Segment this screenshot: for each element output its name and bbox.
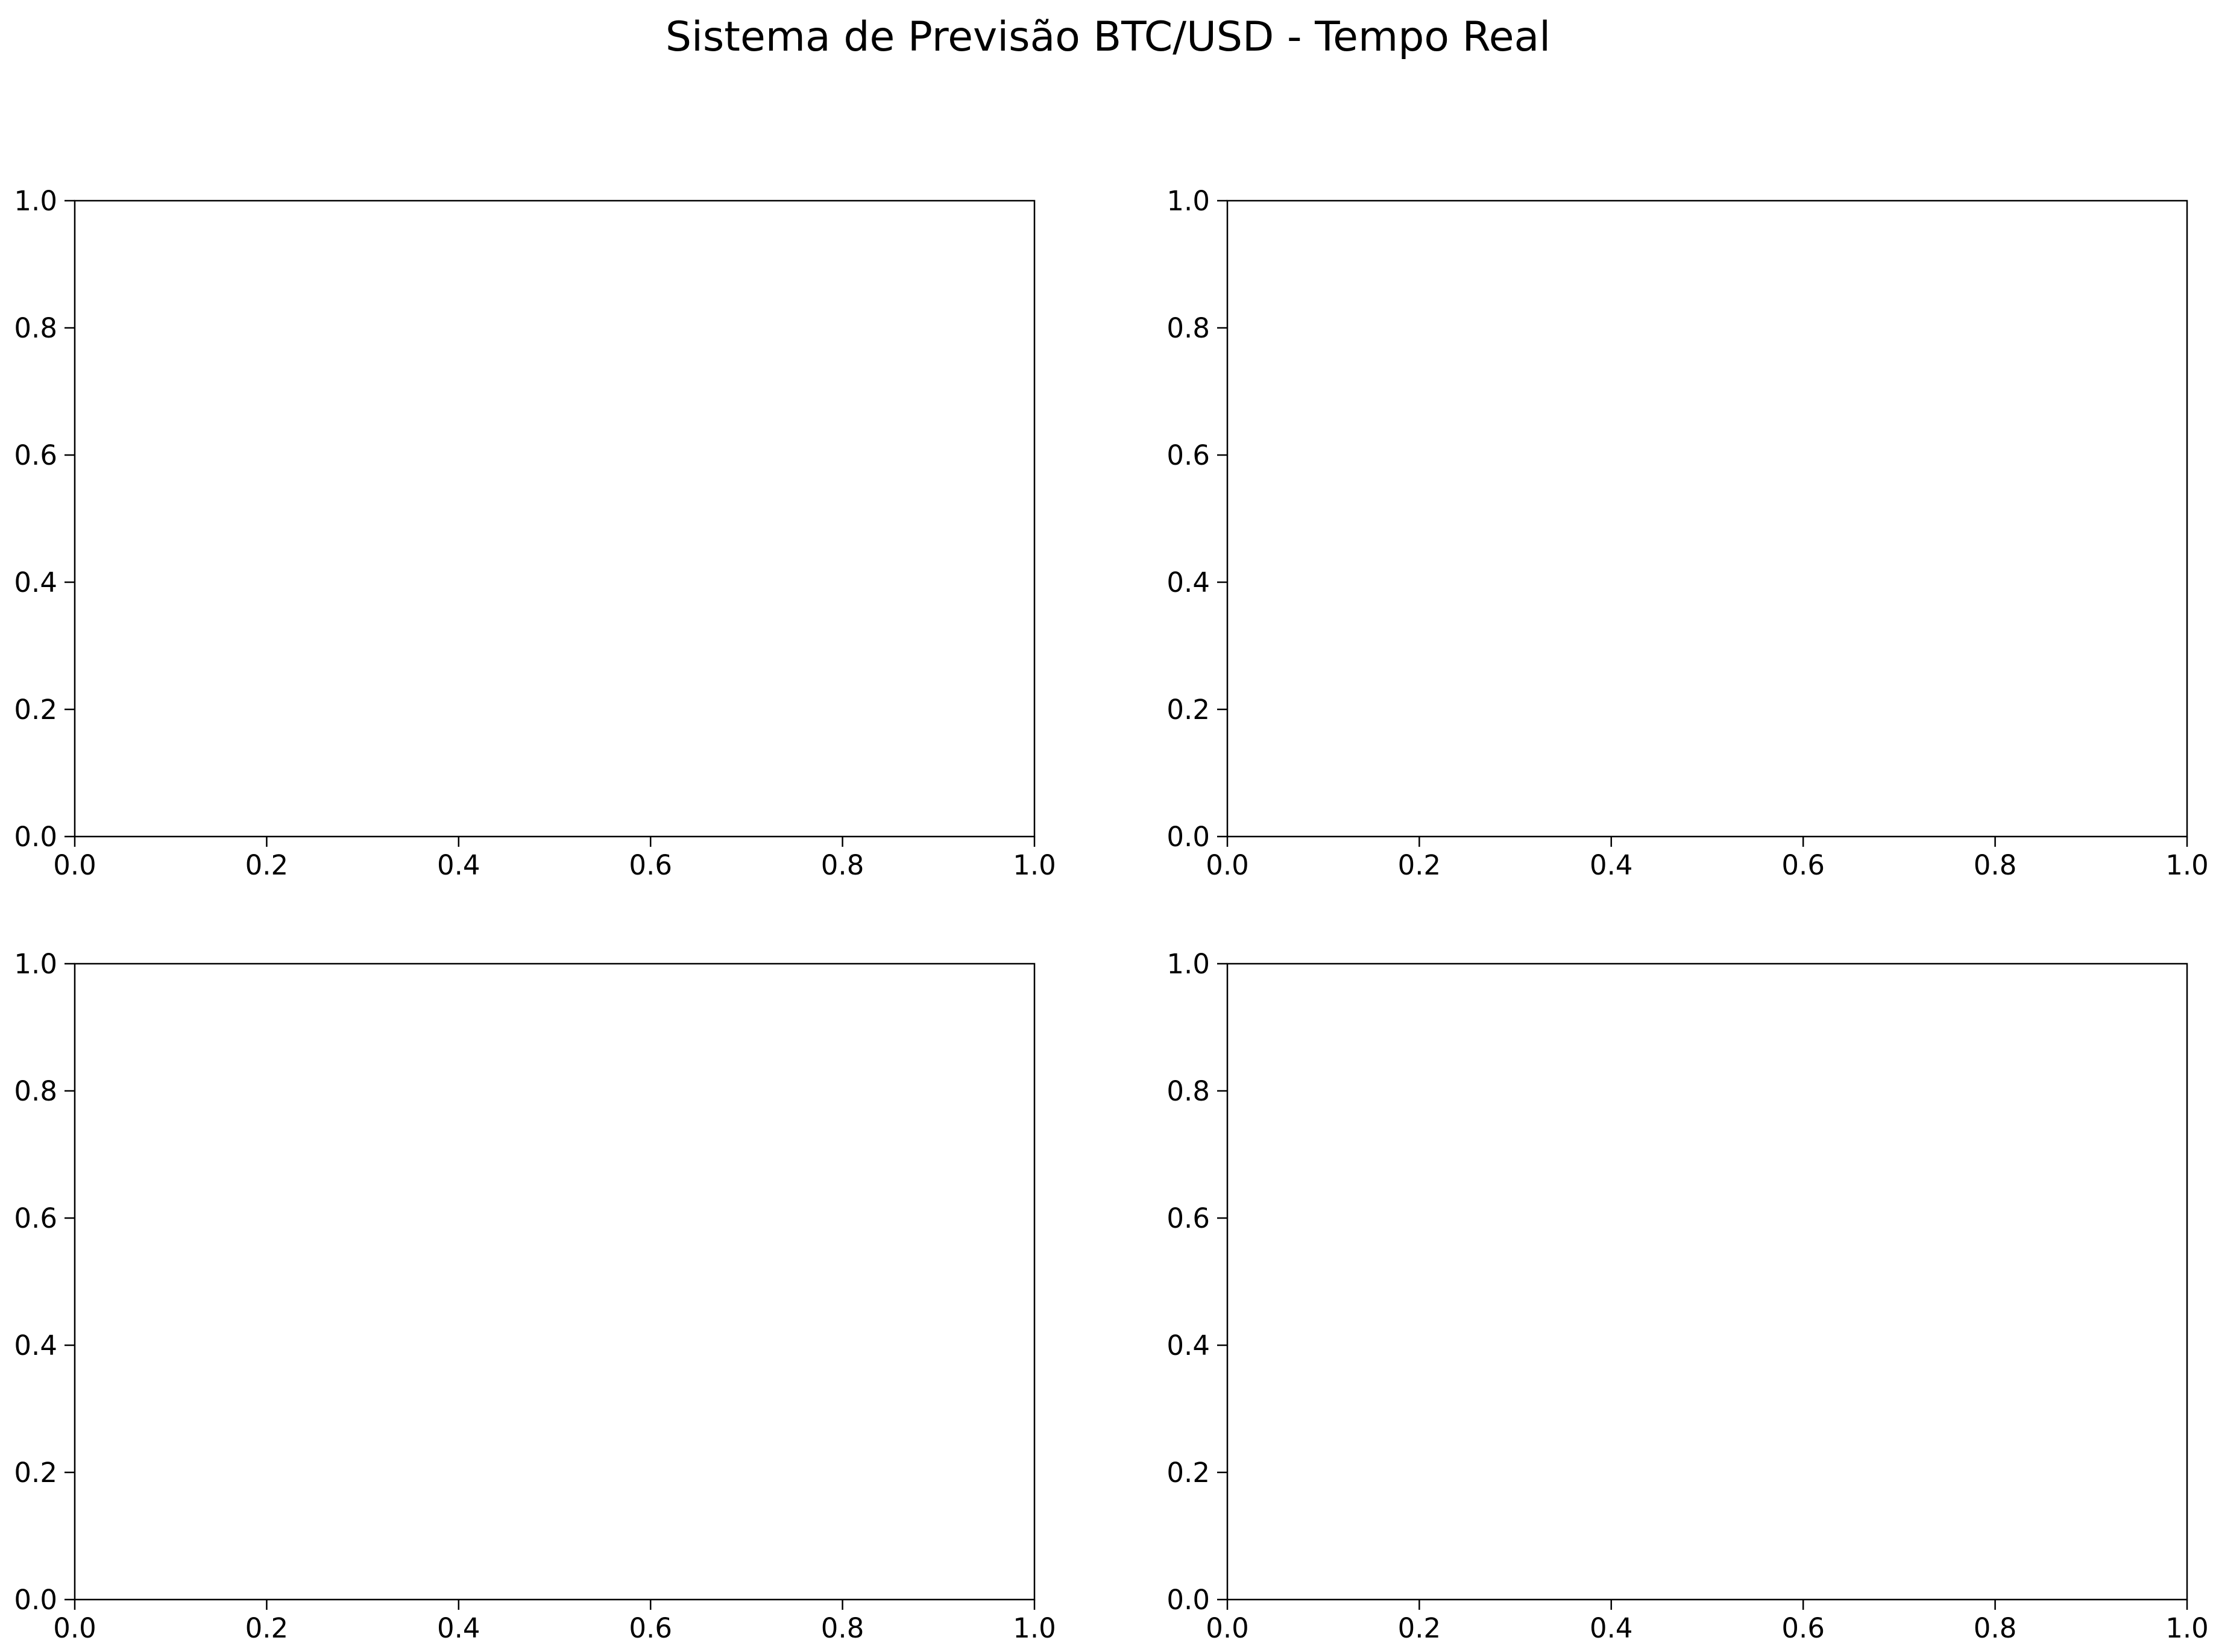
plot-area-bottom-left xyxy=(74,963,1036,1601)
plot-area-bottom-right xyxy=(1226,963,2188,1601)
subplot-top-right: 0.0 0.2 0.4 0.6 0.8 1.0 0.0 0.2 0.4 0.6 0.8 1.0 xyxy=(1166,185,2208,881)
x-tick-label: 0.8 xyxy=(1974,849,2017,881)
x-tick-label: 0.8 xyxy=(821,1612,864,1644)
y-tick-label: 0.0 xyxy=(1166,1584,1210,1616)
x-tick-label: 1.0 xyxy=(1013,1612,1056,1644)
x-tick-label: 0.6 xyxy=(1781,1612,1825,1644)
y-tick-label: 0.2 xyxy=(1166,1457,1210,1489)
x-tick-label: 0.0 xyxy=(53,849,96,881)
x-tick-label: 0.4 xyxy=(437,849,480,881)
x-tick-label: 0.2 xyxy=(245,849,289,881)
x-tick-label: 0.0 xyxy=(1206,849,1249,881)
y-tick-label: 1.0 xyxy=(14,185,57,217)
x-tick-label: 0.8 xyxy=(821,849,864,881)
plot-area-top-right xyxy=(1226,199,2188,838)
x-tick-label: 0.6 xyxy=(629,1612,672,1644)
x-tick-label: 0.4 xyxy=(437,1612,480,1644)
y-tick-label: 0.8 xyxy=(14,1075,57,1107)
y-tick-label: 0.2 xyxy=(1166,694,1210,726)
x-tick-label: 1.0 xyxy=(2165,849,2209,881)
x-tick-label: 1.0 xyxy=(2165,1612,2209,1644)
y-tick-label: 1.0 xyxy=(14,948,57,980)
x-tick-label: 1.0 xyxy=(1013,849,1056,881)
y-tick-label: 0.0 xyxy=(14,821,57,853)
y-tick-label: 0.4 xyxy=(1166,1330,1210,1361)
x-tick-label: 0.4 xyxy=(1590,1612,1633,1644)
x-tick-label: 0.8 xyxy=(1974,1612,2017,1644)
subplot-top-left: 0.0 0.2 0.4 0.6 0.8 1.0 0.0 0.2 0.4 0.6 0.8 1.0 xyxy=(14,185,1056,881)
y-tick-label: 1.0 xyxy=(1166,948,1210,980)
y-tick-label: 0.0 xyxy=(1166,821,1210,853)
y-tick-label: 0.6 xyxy=(14,439,57,471)
subplot-grid: 0.0 0.2 0.4 0.6 0.8 1.00.00.20.40.60.81.00.0 0… xyxy=(14,185,2208,1644)
figure-suptitle: Sistema de Previsão BTC/USD - Tempo Real xyxy=(666,13,1550,61)
y-tick-label: 0.6 xyxy=(1166,1202,1210,1234)
x-tick-label: 0.6 xyxy=(629,849,672,881)
subplot-bottom-right: 0.0 0.2 0.4 0.6 0.8 1.0 0.0 0.2 0.4 0.6 0.8 1.0 xyxy=(1166,948,2208,1644)
y-tick-label: 0.2 xyxy=(14,694,57,726)
x-tick-label: 0.2 xyxy=(1398,849,1441,881)
y-tick-label: 1.0 xyxy=(1166,185,1210,217)
x-tick-label: 0.2 xyxy=(245,1612,289,1644)
x-tick-label: 0.2 xyxy=(1398,1612,1441,1644)
y-tick-label: 0.8 xyxy=(14,312,57,344)
y-tick-label: 0.2 xyxy=(14,1457,57,1489)
plot-area-top-left xyxy=(74,199,1036,838)
y-tick-label: 0.6 xyxy=(1166,439,1210,471)
y-tick-label: 0.8 xyxy=(1166,312,1210,344)
x-tick-label: 0.4 xyxy=(1590,849,1633,881)
y-tick-label: 0.4 xyxy=(14,1330,57,1361)
x-tick-label: 0.0 xyxy=(53,1612,96,1644)
subplot-bottom-left: 0.0 0.2 0.4 0.6 0.8 1.0 0.0 0.2 0.4 0.6 0.8 1.0 xyxy=(14,948,1056,1644)
y-tick-label: 0.4 xyxy=(1166,567,1210,598)
y-tick-label: 0.8 xyxy=(1166,1075,1210,1107)
y-tick-label: 0.6 xyxy=(14,1202,57,1234)
y-tick-label: 0.4 xyxy=(14,567,57,598)
y-tick-label: 0.0 xyxy=(14,1584,57,1616)
x-tick-label: 0.0 xyxy=(1206,1612,1249,1644)
x-tick-label: 0.6 xyxy=(1781,849,1825,881)
